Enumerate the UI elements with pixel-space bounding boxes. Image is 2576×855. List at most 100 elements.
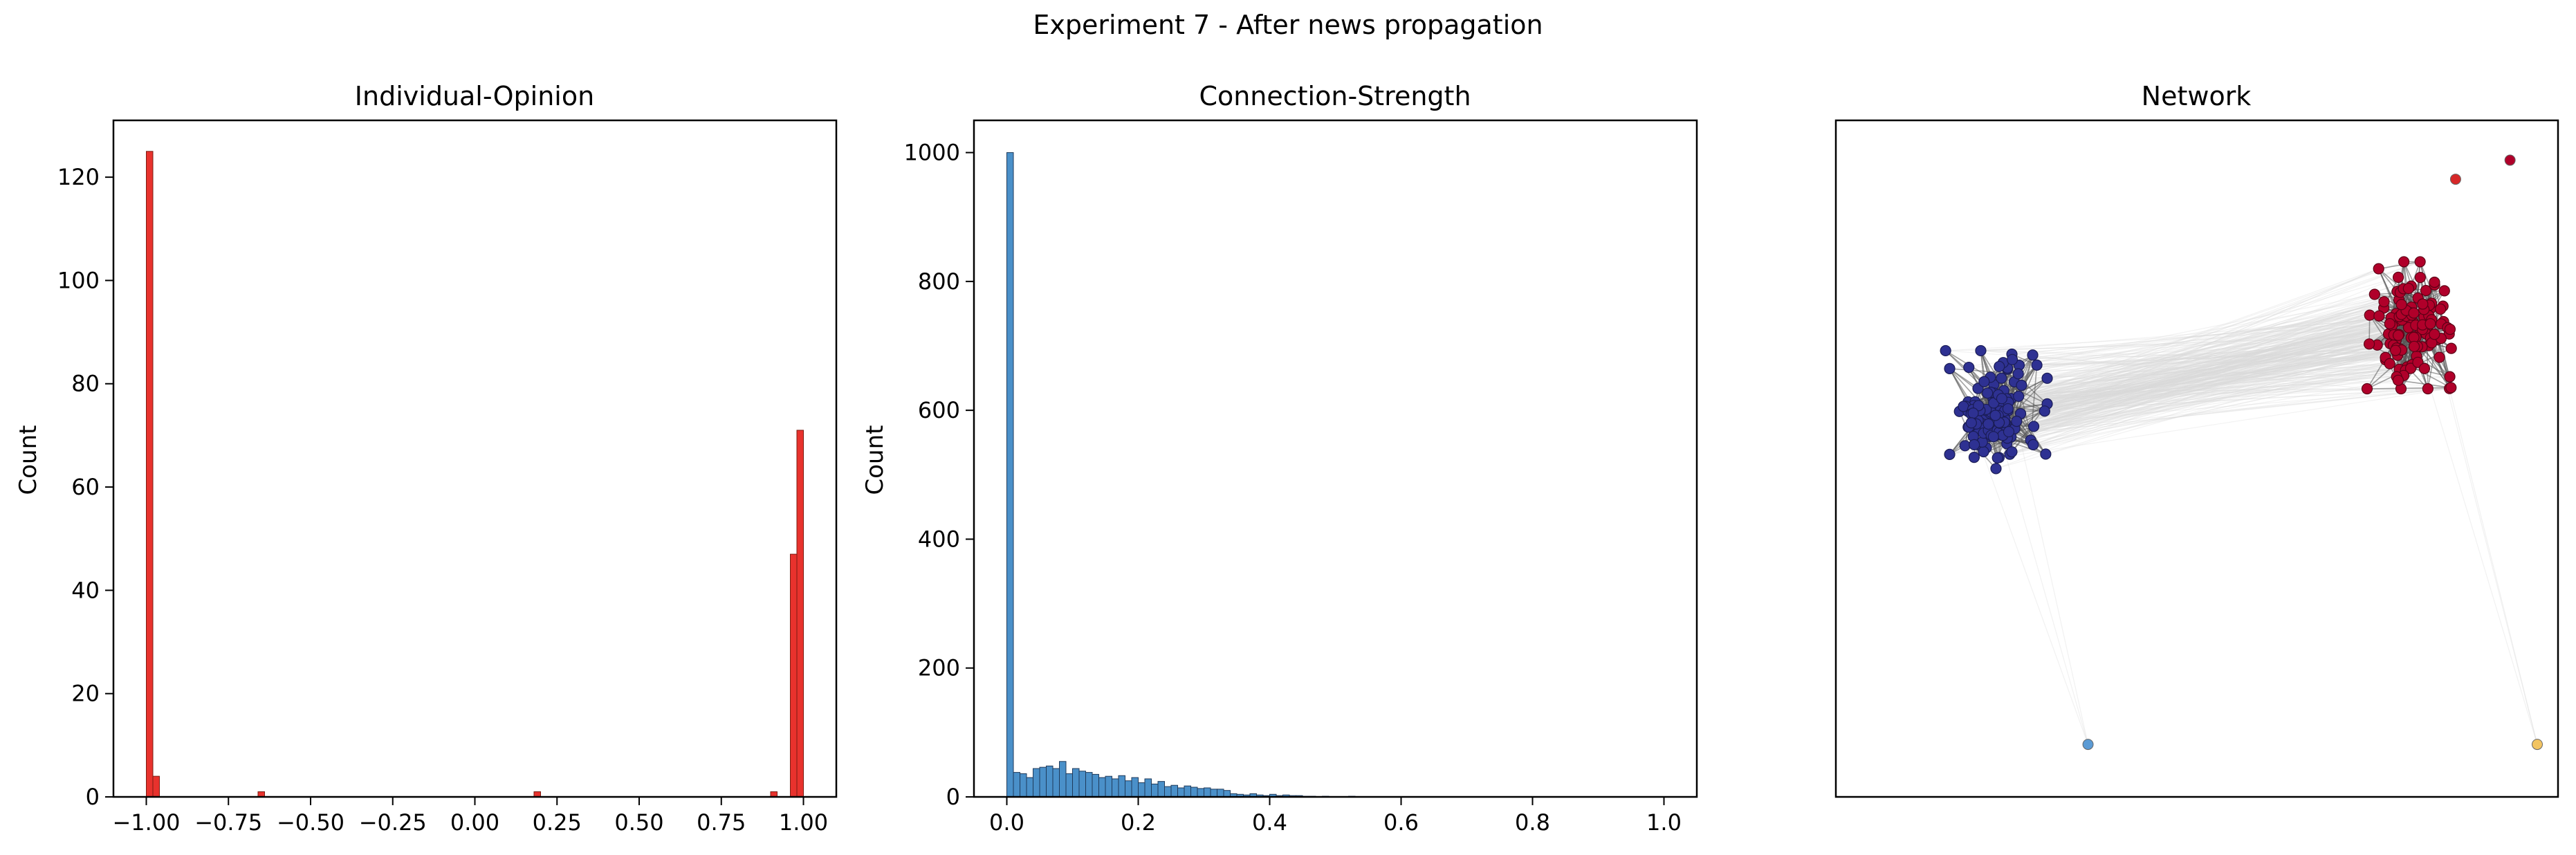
opinion-x-tick-label: −0.25	[359, 809, 427, 836]
network-edge	[2020, 299, 2400, 414]
network-edge	[2007, 339, 2396, 370]
network-edge	[2047, 277, 2399, 379]
network-edge	[1980, 315, 2429, 351]
strength-bar	[1210, 789, 1217, 798]
network-node	[2378, 296, 2390, 308]
network-node	[2393, 329, 2404, 341]
network-node	[2368, 288, 2380, 300]
network-edge	[2007, 369, 2450, 378]
network-edge	[2012, 348, 2400, 360]
network-edge	[2030, 323, 2390, 441]
network-edge	[2018, 363, 2390, 397]
strength-bar	[1078, 771, 1086, 798]
network-edge	[2021, 343, 2391, 386]
network-node	[2006, 353, 2018, 365]
network-edge	[1983, 346, 2418, 434]
network-edge	[1995, 329, 2423, 421]
network-edge	[2009, 315, 2370, 455]
network-node	[2016, 379, 2027, 392]
network-edge	[1965, 367, 2411, 407]
network-edge	[1994, 329, 2450, 385]
network-node	[2389, 344, 2402, 356]
network-node	[2402, 282, 2414, 295]
strength-bar	[1164, 786, 1172, 798]
network-node	[2039, 405, 2050, 417]
network-edge	[2016, 314, 2412, 422]
network-edge	[1994, 313, 2397, 404]
network-edge	[1975, 348, 2451, 403]
strength-bar	[1006, 152, 1014, 798]
network-edge	[1974, 342, 2432, 445]
opinion-chart-title: Individual-Opinion	[355, 81, 594, 111]
network-edge	[2007, 315, 2429, 444]
strength-bar	[1033, 768, 1040, 798]
network-edge	[1965, 406, 2089, 745]
opinion-y-tick-label: 60	[71, 474, 100, 500]
network-edge	[1985, 376, 2450, 411]
network-edge	[1990, 388, 2368, 393]
strength-bar	[1217, 789, 1224, 798]
network-edge	[2033, 324, 2393, 445]
strength-y-axis-label: Count	[861, 425, 889, 495]
network-edge	[1989, 327, 2409, 414]
network-edge	[1988, 288, 2409, 425]
network-edge	[1986, 320, 2402, 448]
network-edge	[1995, 343, 2391, 421]
opinion-x-tick-label: 0.25	[533, 809, 582, 836]
network-edge	[1989, 316, 2425, 437]
network-node	[2384, 318, 2395, 330]
strength-bar	[1184, 785, 1191, 798]
network-edge	[1989, 337, 2431, 437]
strength-y-tick-label: 1000	[904, 140, 960, 166]
network-edge	[1982, 333, 2389, 425]
network-edge	[2012, 333, 2449, 452]
opinion-bar	[796, 430, 804, 798]
network-edge	[1978, 346, 2422, 421]
network-edge	[1993, 334, 2400, 437]
network-edge	[2001, 303, 2423, 399]
network-edge	[2005, 344, 2429, 420]
network-edge	[1971, 307, 2384, 415]
network-edge	[2428, 315, 2538, 745]
network-node	[2429, 329, 2440, 340]
network-edge	[1984, 334, 2394, 383]
network-node	[2031, 359, 2043, 371]
network-edge	[1998, 297, 2418, 459]
strength-bar	[1065, 773, 1073, 798]
opinion-x-tick-label: 0.00	[450, 809, 499, 836]
network-edge	[2009, 337, 2414, 455]
network-edge	[1974, 337, 2411, 445]
strength-bar	[1046, 765, 1054, 798]
network-edge	[2007, 349, 2402, 444]
network-node	[1994, 360, 2005, 372]
strength-histogram: Connection-Strength Count 0.0 0.2 0.4 0.6 0.…	[861, 81, 1698, 836]
network-edge	[1993, 334, 2394, 399]
strength-bars	[1006, 152, 1356, 798]
network-edge	[2000, 312, 2411, 424]
network-node	[2445, 342, 2457, 354]
network-edge	[2009, 333, 2389, 455]
network-edge	[1969, 388, 2450, 428]
network-edge	[1999, 348, 2451, 420]
strength-bar	[1157, 781, 1165, 798]
network-edge	[2000, 375, 2404, 412]
network-edge	[1985, 349, 2396, 430]
network-edge	[2008, 344, 2429, 432]
network-node	[1991, 452, 2003, 464]
network-edge	[1974, 334, 2394, 406]
network-edge	[1990, 346, 2415, 393]
network-node	[1967, 407, 1979, 419]
opinion-x-tick-label: 0.50	[614, 809, 663, 836]
network-edge	[1994, 297, 2418, 394]
network-edge	[2021, 364, 2413, 386]
network-edge	[2002, 313, 2397, 436]
network-edge	[2007, 357, 2386, 369]
opinion-bar	[146, 151, 154, 798]
network-edge	[1998, 310, 2407, 396]
network-edge	[1995, 420, 2089, 745]
network-edge	[1988, 316, 2425, 425]
network-edge	[1986, 324, 2423, 415]
network-edge	[1968, 369, 2400, 403]
strength-y-ticks: 0 200 400 600 800 1000	[904, 140, 974, 810]
